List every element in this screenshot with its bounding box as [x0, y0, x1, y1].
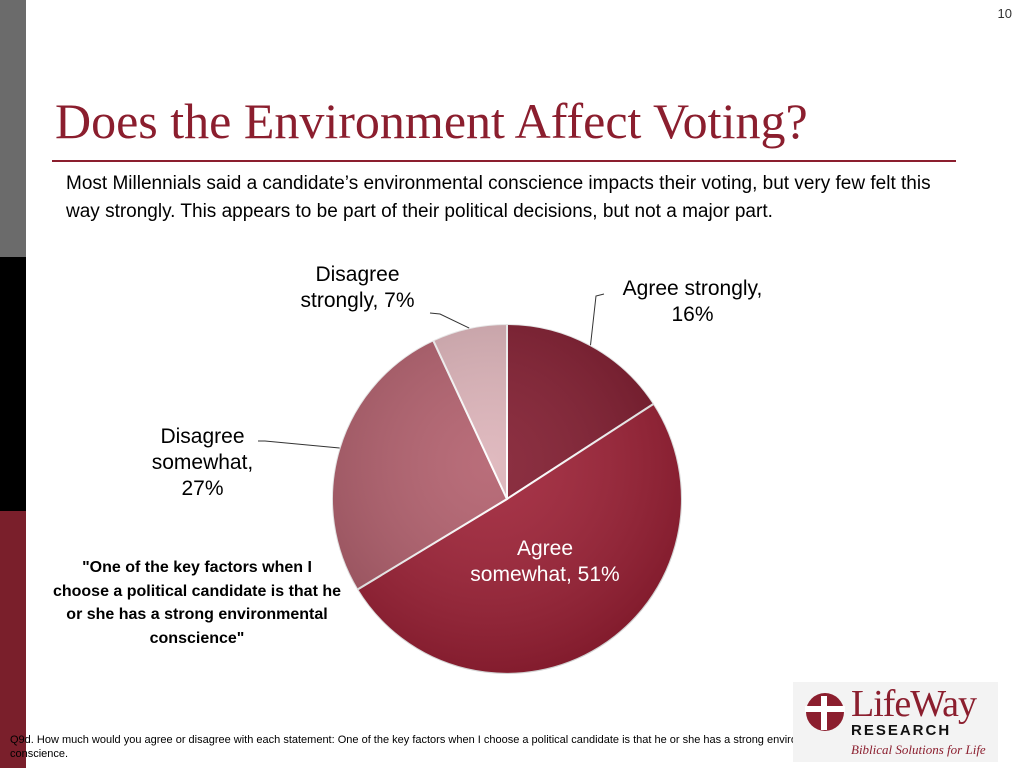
slide-title: Does the Environment Affect Voting?: [55, 93, 808, 149]
logo-name: LifeWay: [851, 683, 977, 725]
slice-label-disagree-somewhat: Disagree somewhat, 27%: [151, 425, 254, 500]
side-strip-gray: [0, 0, 26, 257]
leader-line-agree-strongly: [590, 293, 605, 346]
logo-tagline: Biblical Solutions for Life: [851, 742, 986, 757]
survey-quote: "One of the key factors when I choose a …: [52, 559, 342, 647]
side-strip-black: [0, 257, 26, 511]
title-divider: [52, 160, 956, 162]
logo-subtitle: RESEARCH: [851, 722, 952, 739]
slice-label-agree-somewhat: Agree somewhat, 51%: [470, 537, 620, 586]
lifeway-research-logo: LifeWay RESEARCH Biblical Solutions for …: [793, 682, 998, 762]
leader-line-disagree-strongly: [429, 312, 470, 329]
slide-number: 10: [997, 6, 1012, 21]
slice-label-disagree-strongly: Disagree strongly, 7%: [300, 263, 415, 312]
question-footnote: Q9d. How much would you agree or disagre…: [10, 734, 837, 760]
side-strip-red: [0, 511, 26, 768]
leader-line-disagree-somewhat: [258, 440, 340, 449]
slice-label-agree-strongly: Agree strongly, 16%: [622, 277, 763, 326]
intro-text: Most Millennials said a candidate’s envi…: [66, 173, 931, 222]
lifeway-cross-icon: [805, 693, 845, 731]
